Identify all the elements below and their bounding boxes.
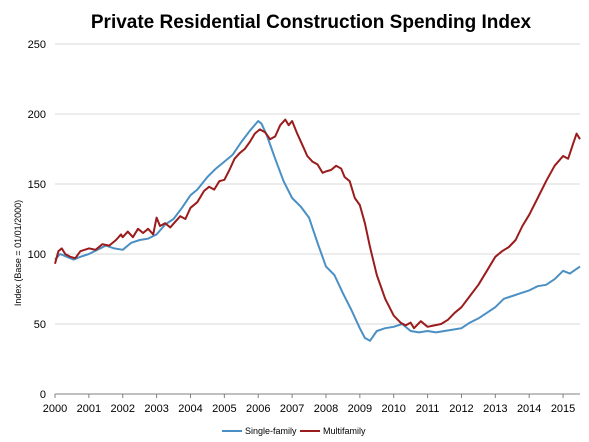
x-tick-label: 2004 [178,403,202,415]
x-tick-label: 2011 [416,403,440,415]
x-tick-label: 2015 [551,403,575,415]
y-tick-label: 100 [28,249,46,261]
series-line-multifamily [54,118,581,330]
series-lines [54,118,581,342]
y-tick-label: 50 [34,319,46,331]
y-tick-label: 200 [28,109,46,121]
x-tick-label: 2008 [314,403,338,415]
legend-label: Single-family [245,426,297,436]
y-tick-label: 150 [28,179,46,191]
legend-label: Multifamily [323,426,366,436]
x-tick-label: 2010 [381,403,405,415]
x-tick-label: 2006 [246,403,270,415]
series-line-single-family [54,120,581,342]
gridlines [55,43,580,325]
x-tick-label: 2013 [483,403,507,415]
x-tick-label: 2007 [280,403,304,415]
x-tick-label: 2000 [43,403,67,415]
chart-title: Private Residential Construction Spendin… [91,12,532,33]
y-tick-label: 0 [40,389,46,401]
x-tick-label: 2005 [212,403,236,415]
x-tick-label: 2003 [144,403,168,415]
x-tick-label: 2014 [517,403,541,415]
axes: 0 50 100 150 200 250 2000 2001 2002 2003 2004 2005 2… [28,39,580,415]
x-tick-label: 2009 [348,403,372,415]
x-tick-label: 2001 [77,403,101,415]
x-tick-label: 2012 [449,403,473,415]
legend: Single-family Multifamily [222,426,366,436]
y-tick-label: 250 [28,39,46,51]
x-tick-label: 2002 [110,403,134,415]
y-axis-label: Index (Base = 01/01/2000) [13,200,23,306]
